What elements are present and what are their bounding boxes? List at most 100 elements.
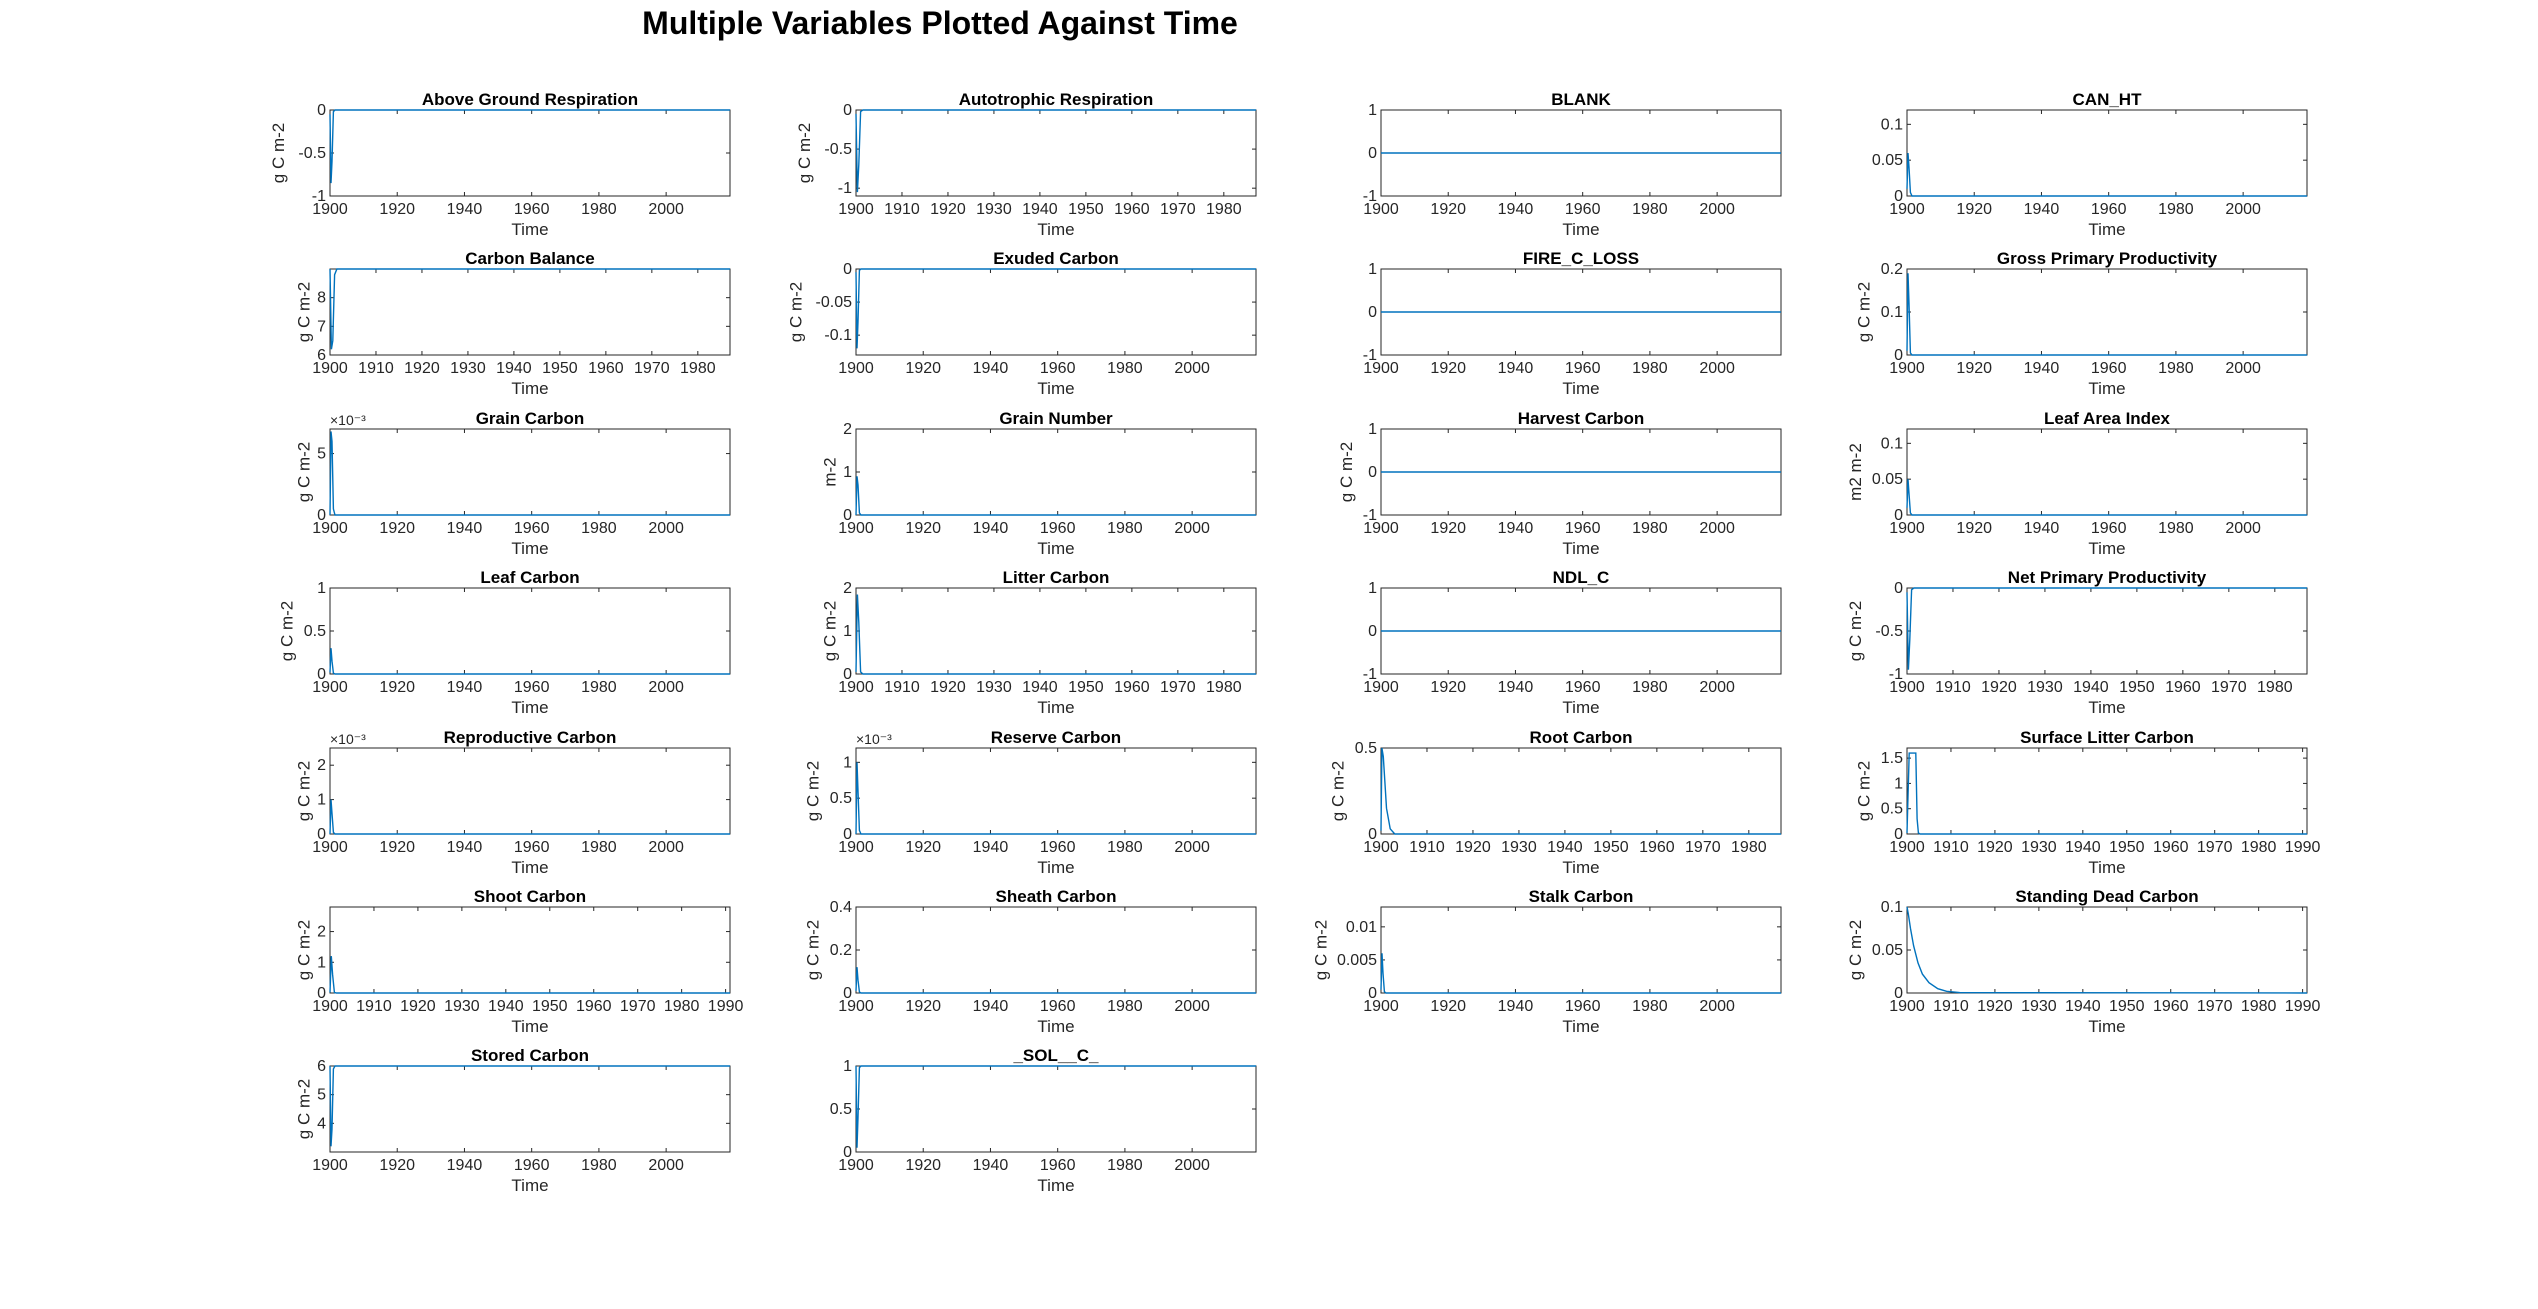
y-tick-label: 5 xyxy=(317,1087,326,1104)
x-tick-label: 2000 xyxy=(1699,201,1735,218)
x-tick-label: 1940 xyxy=(1498,520,1534,537)
y-tick-label: 0 xyxy=(1368,145,1377,162)
subplot-title: NDL_C xyxy=(1553,568,1610,587)
x-tick-label: 1930 xyxy=(444,998,480,1015)
x-tick-label: 1960 xyxy=(2153,998,2189,1015)
x-tick-label: 1920 xyxy=(1977,839,2013,856)
x-tick-label: 2000 xyxy=(648,679,684,696)
x-tick-label: 1990 xyxy=(2285,998,2321,1015)
plot-area xyxy=(855,1065,1257,1153)
y-tick-label: 6 xyxy=(317,1058,326,1075)
x-tick-label: 1900 xyxy=(1363,520,1399,537)
x-tick-label: 1940 xyxy=(973,360,1009,377)
x-tick-label: 1930 xyxy=(2021,839,2057,856)
x-tick-label: 1990 xyxy=(708,998,744,1015)
y-tick-label: 5 xyxy=(317,446,326,463)
y-axis-label: g C m-2 xyxy=(1312,920,1331,980)
y-axis-label: g C m-2 xyxy=(295,442,314,502)
x-tick-label: 1900 xyxy=(1363,998,1399,1015)
x-tick-label: 1980 xyxy=(1731,839,1767,856)
x-tick-label: 1950 xyxy=(542,360,578,377)
x-tick-label: 1940 xyxy=(1547,839,1583,856)
x-tick-label: 1920 xyxy=(1430,679,1466,696)
series-line xyxy=(329,956,730,994)
x-tick-label: 1900 xyxy=(1363,839,1399,856)
x-axis-label: Time xyxy=(1037,379,1074,398)
x-tick-label: 2000 xyxy=(648,201,684,218)
y-axis-label: g C m-2 xyxy=(804,920,823,980)
series-line xyxy=(329,431,730,516)
x-tick-label: 1940 xyxy=(447,520,483,537)
plot-area xyxy=(1906,268,2308,356)
x-axis-label: Time xyxy=(1037,858,1074,877)
y-tick-label: 2 xyxy=(317,757,326,774)
subplot-title: Reserve Carbon xyxy=(991,728,1121,747)
x-tick-label: 1940 xyxy=(1022,679,1058,696)
y-tick-label: 0 xyxy=(843,102,852,119)
y-tick-label: 2 xyxy=(843,580,852,597)
x-tick-label: 1900 xyxy=(312,520,348,537)
x-axis-label: Time xyxy=(2088,858,2125,877)
x-tick-label: 1980 xyxy=(2241,998,2277,1015)
x-tick-label: 1920 xyxy=(1430,201,1466,218)
plot-area xyxy=(855,268,1257,356)
y-tick-label: 1 xyxy=(843,464,852,481)
subplot-title: FIRE_C_LOSS xyxy=(1523,249,1639,268)
x-tick-label: 1980 xyxy=(1107,998,1143,1015)
x-tick-label: 1940 xyxy=(1022,201,1058,218)
x-axis-label: Time xyxy=(1562,539,1599,558)
series-line xyxy=(329,1065,730,1147)
x-axis-label: Time xyxy=(511,539,548,558)
subplot-title: Above Ground Respiration xyxy=(422,90,638,109)
x-tick-label: 1950 xyxy=(2119,679,2155,696)
x-tick-label: 1930 xyxy=(1501,839,1537,856)
x-tick-label: 1980 xyxy=(1107,360,1143,377)
x-axis-label: Time xyxy=(511,698,548,717)
series-line xyxy=(1906,906,2308,994)
x-tick-label: 1950 xyxy=(532,998,568,1015)
x-tick-label: 1980 xyxy=(2158,201,2194,218)
y-axis-label: g C m-2 xyxy=(821,601,840,661)
y-tick-label: 0 xyxy=(317,826,326,843)
plot-area xyxy=(1906,747,2308,835)
y-tick-label: -0.5 xyxy=(1875,623,1903,640)
y-tick-label: 0.1 xyxy=(1881,116,1903,133)
x-tick-label: 1960 xyxy=(1114,201,1150,218)
x-tick-label: 1920 xyxy=(1430,998,1466,1015)
subplot: Gross Primary Productivity 1900 1920 1940 19… xyxy=(1855,249,2308,398)
x-tick-label: 1960 xyxy=(514,679,550,696)
x-tick-label: 1960 xyxy=(1565,998,1601,1015)
x-axis-label: Time xyxy=(511,379,548,398)
subplot: Net Primary Productivity 1900 1910 1920 1930… xyxy=(1846,568,2308,717)
y-tick-label: 0 xyxy=(843,1144,852,1161)
x-axis-label: Time xyxy=(1037,1176,1074,1195)
x-tick-label: 1940 xyxy=(447,839,483,856)
subplot-title: Exuded Carbon xyxy=(993,249,1119,268)
x-tick-label: 1920 xyxy=(905,520,941,537)
series-line xyxy=(855,1065,1256,1148)
subplot: NDL_C 1900 1920 1940 1960 1980 2000 -1 0 1 Time xyxy=(1363,568,1782,717)
x-axis-label: Time xyxy=(1562,220,1599,239)
subplot: Surface Litter Carbon 1900 1910 1920 1930 194… xyxy=(1855,728,2321,877)
y-tick-label: 1 xyxy=(843,1058,852,1075)
x-axis-label: Time xyxy=(2088,220,2125,239)
x-tick-label: 1900 xyxy=(838,1157,874,1174)
x-axis-label: Time xyxy=(2088,539,2125,558)
x-tick-label: 1940 xyxy=(447,1157,483,1174)
y-axis-label: g C m-2 xyxy=(795,123,814,183)
x-tick-label: 1960 xyxy=(514,839,550,856)
x-axis-label: Time xyxy=(511,858,548,877)
x-tick-label: 1940 xyxy=(973,1157,1009,1174)
x-tick-label: 1940 xyxy=(2073,679,2109,696)
x-tick-label: 1900 xyxy=(312,360,348,377)
y-tick-label: 0.2 xyxy=(830,942,852,959)
series-line xyxy=(1906,152,2307,197)
x-tick-label: 1920 xyxy=(905,360,941,377)
subplot: Root Carbon 1900 1910 1920 1930 1940 1950 1960 1… xyxy=(1329,728,1782,877)
x-tick-label: 1900 xyxy=(1363,360,1399,377)
y-tick-label: 0 xyxy=(317,507,326,524)
subplot-title: Carbon Balance xyxy=(465,249,594,268)
y-tick-label: 0.4 xyxy=(830,899,852,916)
y-tick-label: 1 xyxy=(843,623,852,640)
